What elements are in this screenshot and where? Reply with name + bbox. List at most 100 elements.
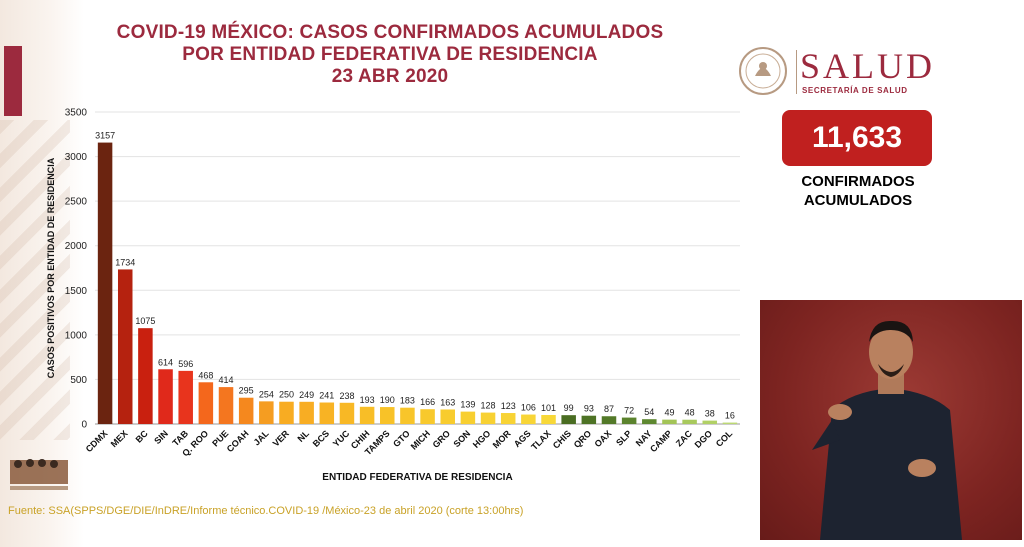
x-tick-label: YUC: [331, 428, 352, 449]
value-label: 1075: [135, 316, 155, 326]
bar-col: [722, 422, 738, 424]
background-pattern: [0, 120, 70, 440]
bar-chih: [359, 406, 375, 424]
bar-mich: [420, 409, 435, 424]
y-tick-label: 1000: [65, 330, 88, 341]
value-label: 1734: [115, 257, 135, 267]
bar-mor: [500, 413, 516, 424]
title-line-3: 23 ABR 2020: [331, 66, 449, 87]
value-label: 254: [259, 389, 274, 399]
value-label: 468: [198, 370, 213, 380]
value-label: 166: [420, 397, 435, 407]
chart-title: COVID-19 MÉXICO: CASOS CONFIRMADOS ACUMU…: [70, 22, 710, 88]
x-tick-label: COL: [714, 428, 735, 449]
y-axis-ticks: 0 500 1000 1500 2000 2500 3000 3500: [65, 108, 88, 431]
bar-zac: [682, 419, 697, 424]
bar-tab: [178, 370, 193, 424]
bar-pue: [218, 387, 234, 424]
x-tick-label: COAH: [225, 428, 251, 454]
x-tick-label: BCS: [311, 428, 332, 449]
sign-language-interpreter-video: [760, 300, 1022, 540]
value-label: 241: [319, 391, 334, 401]
bar-gro: [440, 409, 455, 424]
y-tick-label: 3000: [65, 152, 88, 163]
value-labels: 3157 1734 1075 614 596 468 414 295 254 250 249 241 2…: [95, 131, 735, 421]
bar-q-roo: [198, 382, 214, 424]
bar-yuc: [339, 402, 355, 424]
bar-son: [460, 411, 476, 424]
bar-gto: [400, 407, 415, 424]
x-tick-label: JAL: [252, 428, 271, 447]
bar-nay: [642, 419, 657, 424]
bar-tlax: [541, 414, 556, 424]
x-tick-label: VER: [271, 428, 292, 449]
decorative-background: [0, 0, 84, 547]
bar-tamps: [380, 407, 395, 424]
bar-bcs: [319, 402, 335, 424]
x-tick-label: BC: [134, 428, 151, 445]
x-tick-label: CHIS: [551, 428, 573, 450]
total-cases-label: CONFIRMADOS ACUMULADOS: [760, 172, 956, 210]
logo-word: SALUD: [800, 46, 936, 86]
x-axis-label: ENTIDAD FEDERATIVA DE RESIDENCIA: [322, 472, 512, 483]
bar-camp: [662, 419, 677, 424]
x-tick-label: SIN: [152, 428, 170, 446]
value-label: 414: [219, 375, 234, 385]
bar-coah: [238, 397, 254, 424]
value-label: 72: [624, 406, 634, 416]
source-note: Fuente: SSA(SPPS/DGE/DIE/InDRE/Informe t…: [8, 505, 524, 517]
value-label: 163: [440, 397, 455, 407]
logo-divider: [796, 50, 797, 94]
bar-slp: [621, 417, 637, 424]
bar-chart: 0 500 1000 1500 2000 2500 3000 3500 3157 1734 107…: [46, 108, 740, 483]
value-label: 250: [279, 390, 294, 400]
value-label: 596: [178, 359, 193, 369]
value-label: 93: [584, 404, 594, 414]
bar-jal: [259, 401, 274, 424]
title-line-2: POR ENTIDAD FEDERATIVA DE RESIDENCIA: [182, 44, 598, 65]
value-label: 16: [725, 411, 735, 421]
historic-figures-logo: [8, 450, 70, 494]
interpreter-figure-icon: [812, 320, 962, 540]
x-tick-label: CDMX: [84, 428, 110, 454]
bars: [97, 142, 738, 425]
y-tick-label: 3500: [65, 108, 88, 119]
bar-bc: [138, 328, 153, 424]
bar-cdmx: [97, 142, 113, 425]
value-label: 139: [460, 400, 475, 410]
value-label: 193: [360, 395, 375, 405]
value-label: 238: [339, 391, 354, 401]
value-label: 190: [380, 395, 395, 405]
x-tick-label: CAMP: [648, 428, 674, 454]
historic-figures-icon: [10, 459, 68, 490]
x-tick-label: MEX: [109, 428, 130, 449]
bar-mex: [117, 269, 133, 424]
x-tick-label: DGO: [693, 428, 715, 450]
value-label: 99: [564, 403, 574, 413]
value-label: 295: [239, 386, 254, 396]
y-tick-label: 500: [70, 375, 87, 386]
y-tick-label: 2000: [65, 241, 88, 252]
value-label: 54: [644, 407, 654, 417]
x-tick-label: ZAC: [674, 428, 695, 449]
bar-ags: [521, 414, 536, 424]
brand-stripe: [4, 46, 22, 116]
value-label: 49: [664, 408, 674, 418]
total-label-line-2: ACUMULADOS: [803, 192, 913, 209]
bar-nl: [299, 401, 314, 424]
x-tick-label: SON: [451, 428, 472, 449]
bar-qro: [581, 415, 597, 424]
bar-ver: [279, 401, 294, 424]
salud-logo: SALUD SECRETARÍA DE SALUD: [738, 46, 968, 100]
y-tick-label: 0: [81, 420, 87, 431]
value-label: 614: [158, 357, 173, 367]
x-tick-label: MICH: [409, 428, 432, 451]
bar-oax: [601, 416, 617, 424]
total-cases-badge: 11,633: [782, 110, 932, 166]
value-label: 123: [501, 401, 516, 411]
value-label: 128: [481, 401, 496, 411]
value-label: 87: [604, 404, 614, 414]
x-tick-label: QRO: [572, 428, 594, 450]
bar-sin: [158, 369, 173, 424]
